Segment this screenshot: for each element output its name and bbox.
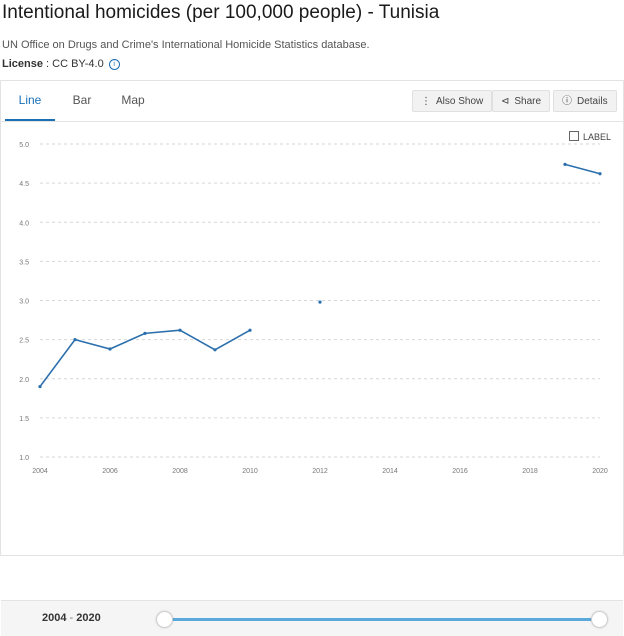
data-point: [178, 328, 182, 332]
label-toggle[interactable]: LABEL: [568, 131, 611, 142]
page-title: Intentional homicides (per 100,000 peopl…: [2, 2, 440, 23]
series-line: [39, 329, 251, 388]
data-point: [73, 338, 77, 342]
label-toggle-text: LABEL: [582, 132, 611, 142]
info-circle-icon: ⓘ: [562, 96, 572, 107]
y-tick-label: 5.0: [19, 142, 29, 149]
also-show-label: Also Show: [436, 96, 484, 107]
label-checkbox[interactable]: [568, 131, 579, 141]
range-start: 2004: [42, 612, 67, 624]
x-tick-label: 2010: [242, 468, 258, 475]
more-vertical-icon: ⋮: [421, 96, 431, 107]
x-tick-label: 2008: [172, 468, 188, 475]
data-point: [143, 331, 147, 335]
series-points: [38, 162, 602, 389]
range-end: 2020: [76, 612, 101, 624]
data-point: [563, 162, 567, 166]
x-tick-label: 2004: [32, 468, 48, 475]
x-tick-label: 2018: [522, 468, 538, 475]
details-button[interactable]: ⓘ Details: [553, 90, 617, 112]
range-slider-track[interactable]: [161, 618, 601, 621]
x-tick-label: 2020: [592, 468, 608, 475]
data-point: [108, 347, 112, 351]
series-lines: [39, 163, 601, 388]
data-point: [213, 348, 217, 352]
data-point: [248, 328, 252, 332]
range-separator: -: [66, 612, 77, 624]
details-label: Details: [577, 96, 608, 107]
range-footer: 2004 - 2020: [1, 600, 623, 636]
share-icon: ⊲: [501, 96, 510, 107]
line-chart: 1.0 1.5 2.0 2.5 3.0 3.5 4.0 4.5 5.0 2004 2006 2008…: [19, 142, 608, 475]
range-handle-start[interactable]: [156, 611, 173, 628]
y-tick-label: 3.5: [19, 259, 29, 266]
chart-panel: Line Bar Map ⋮ Also Show ⊲ Share ⓘ Details …: [0, 80, 624, 636]
x-tick-label: 2016: [452, 468, 468, 475]
data-point: [38, 384, 42, 389]
y-tick-label: 2.5: [19, 338, 29, 345]
info-icon[interactable]: i: [108, 59, 120, 70]
license-line: License : CC BY-4.0 i: [2, 58, 120, 70]
also-show-button[interactable]: ⋮ Also Show: [412, 90, 493, 112]
source-text: UN Office on Drugs and Crime's Internati…: [2, 39, 370, 51]
y-tick-label: 1.0: [19, 455, 29, 462]
y-axis: 1.0 1.5 2.0 2.5 3.0 3.5 4.0 4.5 5.0: [19, 142, 29, 462]
tab-map[interactable]: Map: [121, 93, 145, 107]
license-value: : CC BY-4.0: [42, 58, 104, 70]
data-point: [318, 300, 322, 304]
x-tick-label: 2006: [102, 468, 118, 475]
share-button[interactable]: ⊲ Share: [492, 90, 551, 112]
y-tick-label: 1.5: [19, 416, 29, 423]
range-handle-end[interactable]: [591, 611, 608, 628]
data-point: [598, 172, 602, 176]
x-axis: 2004 2006 2008 2010 2012 2014 2016 2018 2020: [32, 468, 608, 475]
y-tick-label: 4.0: [19, 220, 29, 227]
tab-bar[interactable]: Bar: [72, 93, 92, 107]
series-line: [564, 163, 601, 175]
y-tick-label: 4.5: [19, 181, 29, 188]
share-label: Share: [514, 96, 542, 107]
y-tick-label: 2.0: [19, 377, 29, 384]
x-tick-label: 2012: [312, 468, 328, 475]
chart-tabs: Line Bar Map ⋮ Also Show ⊲ Share ⓘ Details: [1, 81, 623, 122]
y-tick-label: 3.0: [19, 299, 29, 306]
x-tick-label: 2014: [382, 468, 398, 475]
license-label: License: [2, 58, 43, 70]
tab-line[interactable]: Line: [5, 81, 55, 121]
range-label: 2004 - 2020: [42, 612, 101, 624]
